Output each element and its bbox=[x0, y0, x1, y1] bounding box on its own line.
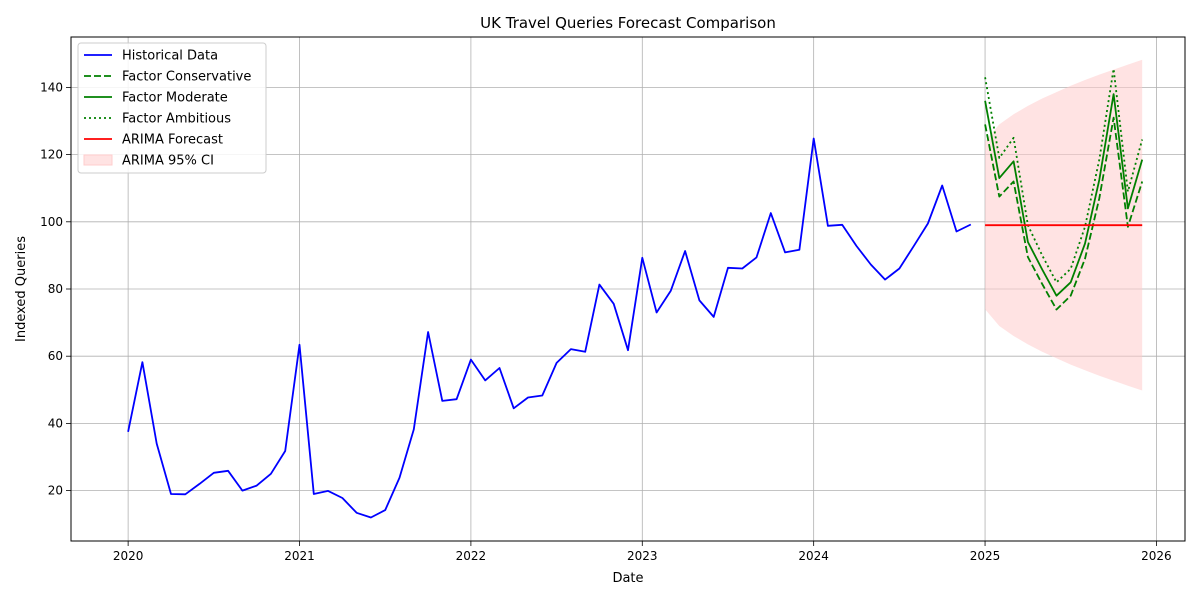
y-axis-label: Indexed Queries bbox=[14, 236, 29, 342]
y-tick-label: 120 bbox=[40, 148, 63, 162]
y-tick-label: 20 bbox=[48, 484, 63, 498]
y-tick-label: 140 bbox=[40, 80, 63, 94]
legend-box bbox=[77, 42, 267, 174]
legend-label: Factor Moderate bbox=[122, 91, 228, 106]
legend-label: ARIMA Forecast bbox=[122, 133, 223, 148]
x-tick-label: 2020 bbox=[113, 549, 144, 563]
series-line-historical bbox=[127, 137, 972, 519]
chart-title: UK Travel Queries Forecast Comparison bbox=[480, 14, 776, 32]
y-tick-label: 40 bbox=[48, 416, 63, 430]
series-line-factor-conservative bbox=[984, 116, 1144, 311]
series-layer bbox=[127, 68, 1144, 519]
x-tick-label: 2021 bbox=[284, 549, 315, 563]
x-tick-label: 2026 bbox=[1141, 549, 1172, 563]
legend-label: Factor Conservative bbox=[122, 70, 251, 85]
y-tick-label: 80 bbox=[48, 282, 63, 296]
legend: Historical Data Factor Conservative Factor… bbox=[77, 42, 267, 174]
x-tick-label: 2025 bbox=[970, 549, 1001, 563]
series-line-factor-moderate bbox=[984, 93, 1144, 297]
plot-frame bbox=[70, 36, 1186, 542]
axes-layer: 2020 2021 2022 2023 2024 2025 2026 20 40 60 80 100 1… bbox=[40, 36, 1186, 563]
x-tick-label: 2024 bbox=[798, 549, 829, 563]
x-tick-label: 2022 bbox=[456, 549, 487, 563]
y-tick-label: 100 bbox=[40, 215, 63, 229]
y-tick-label: 60 bbox=[48, 349, 63, 363]
legend-swatch bbox=[83, 154, 113, 166]
legend-label: ARIMA 95% CI bbox=[122, 154, 214, 169]
x-axis-label: Date bbox=[612, 571, 643, 586]
x-tick-label: 2023 bbox=[627, 549, 658, 563]
legend-label: Historical Data bbox=[122, 49, 218, 64]
legend-label: Factor Ambitious bbox=[122, 112, 231, 127]
